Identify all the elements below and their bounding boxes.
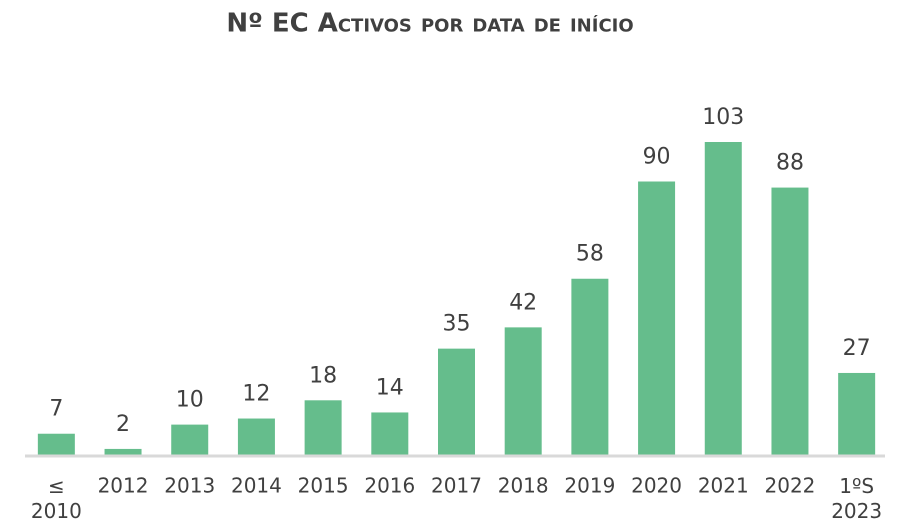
- bar: [104, 448, 142, 455]
- bar: [704, 142, 742, 455]
- x-tick-label: 2022: [765, 474, 816, 498]
- data-label: 2: [116, 412, 130, 437]
- data-label: 18: [309, 363, 337, 388]
- data-label: 27: [843, 336, 871, 361]
- x-tick-label: 2021: [698, 474, 749, 498]
- x-tick-label: 1ºS 2023: [831, 474, 882, 522]
- x-tick-label: 2020: [631, 474, 682, 498]
- x-tick-label: 2019: [564, 474, 615, 498]
- x-tick-label: 2012: [98, 474, 149, 498]
- x-tick-label: 2018: [498, 474, 549, 498]
- data-label: 90: [643, 145, 671, 170]
- data-label: 12: [242, 382, 270, 407]
- data-label: 7: [49, 397, 63, 422]
- bar: [771, 187, 809, 455]
- x-tick-label: 2016: [364, 474, 415, 498]
- bar: [237, 418, 275, 455]
- data-label: 10: [176, 388, 204, 413]
- data-label: 35: [443, 312, 471, 337]
- bar: [304, 400, 342, 455]
- bar: [571, 278, 609, 455]
- x-tick-label: 2017: [431, 474, 482, 498]
- x-tick-label: 2013: [164, 474, 215, 498]
- data-label: 88: [776, 151, 804, 176]
- bar: [371, 412, 409, 455]
- data-label: 14: [376, 375, 404, 400]
- bar: [638, 181, 676, 455]
- bar: [504, 327, 542, 455]
- data-label: 42: [509, 290, 537, 315]
- x-tick-label: 2015: [298, 474, 349, 498]
- bar: [438, 348, 475, 455]
- bar: [838, 372, 876, 455]
- x-tick-label: 2014: [231, 474, 282, 498]
- x-tick-label: ≤2010: [31, 474, 82, 522]
- bar: [37, 433, 75, 455]
- data-label: 103: [702, 105, 744, 130]
- data-label: 58: [576, 242, 604, 267]
- chart-title: Nº EC Activos por data de início: [226, 9, 633, 39]
- bar: [171, 424, 209, 455]
